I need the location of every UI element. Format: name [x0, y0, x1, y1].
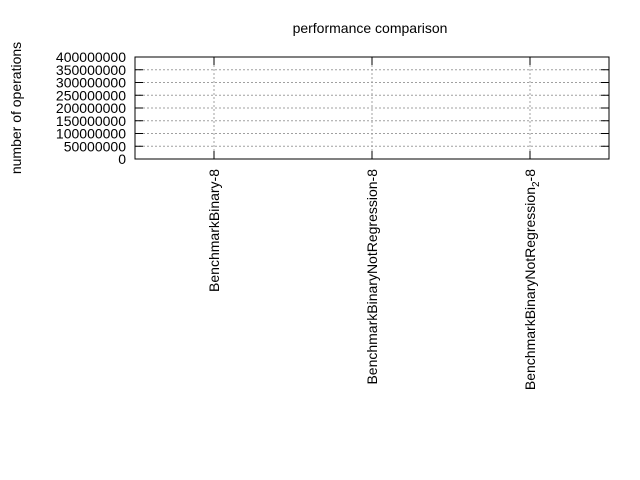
y-axis-ticks: 0500000001000000001500000002000000002500… — [56, 49, 609, 167]
x-tick-label: BenchmarkBinaryNotRegression2-8 — [522, 169, 542, 390]
chart-title: performance comparison — [293, 20, 448, 36]
y-tick-label: 100000000 — [56, 126, 126, 142]
y-tick-label: 150000000 — [56, 113, 126, 129]
grid-lines — [135, 57, 609, 159]
y-tick-label: 300000000 — [56, 75, 126, 91]
y-tick-label: 0 — [118, 151, 126, 167]
y-tick-label: 400000000 — [56, 49, 126, 65]
y-tick-label: 50000000 — [64, 138, 127, 154]
y-axis-label: number of operations — [8, 42, 24, 174]
x-tick-label: BenchmarkBinary-8 — [206, 169, 222, 292]
x-axis-ticks: BenchmarkBinary-8 BenchmarkBinaryNotRegre… — [206, 57, 542, 390]
y-tick-label: 200000000 — [56, 100, 126, 116]
x-tick-label: BenchmarkBinaryNotRegression-8 — [364, 169, 380, 385]
y-tick-label: 250000000 — [56, 87, 126, 103]
y-tick-label: 350000000 — [56, 62, 126, 78]
